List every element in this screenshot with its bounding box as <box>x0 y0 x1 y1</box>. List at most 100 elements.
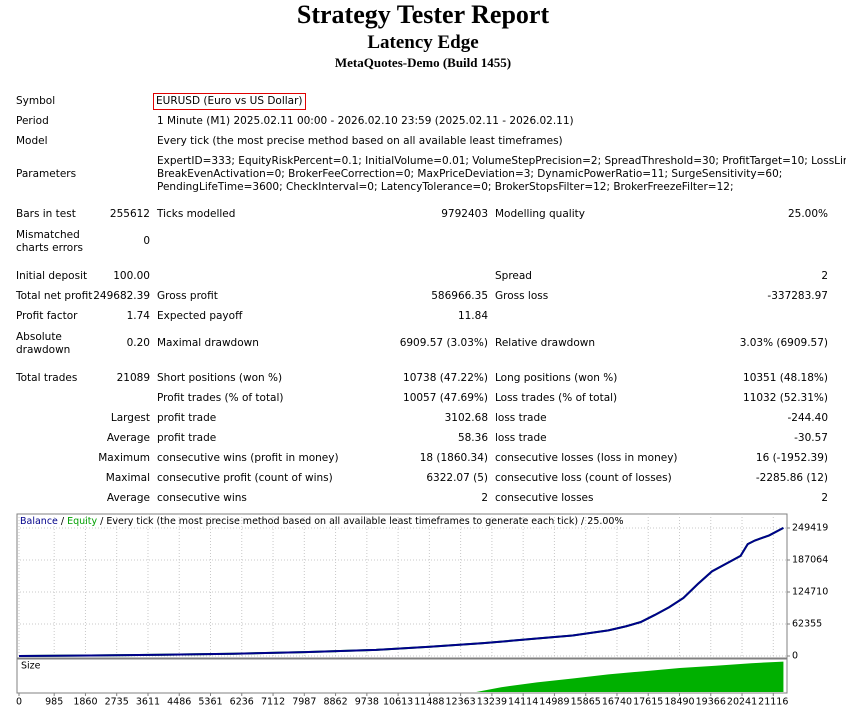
stat-value: 11.84 <box>457 310 488 322</box>
info-value: PendingLifeTime=3600; CheckInterval=0; L… <box>157 181 734 193</box>
info-label: Model <box>16 135 48 147</box>
stat-label: Expected payoff <box>157 310 243 322</box>
x-tick-label: 15865 <box>571 697 601 708</box>
stat-value: 255612 <box>109 208 150 220</box>
info-value: 1 Minute (M1) 2025.02.11 00:00 - 2026.02… <box>157 115 574 127</box>
stat-label: Gross loss <box>495 290 549 302</box>
title: Strategy Tester Report <box>296 0 550 29</box>
stat-value: 2 <box>481 492 488 504</box>
stat-label: consecutive loss (count of losses) <box>495 472 672 484</box>
stat-label: Relative drawdown <box>495 337 596 349</box>
x-tick-label: 0 <box>16 697 22 708</box>
info-label: Parameters <box>16 168 77 180</box>
stat-value: 10351 (48.18%) <box>743 372 828 384</box>
stat-value: 16 (-1952.39) <box>755 452 828 464</box>
stat-label: Total trades <box>16 372 78 384</box>
stat-value: -2285.86 (12) <box>755 472 828 484</box>
stat-value: Maximal <box>105 472 150 484</box>
x-tick-label: 1860 <box>73 697 97 708</box>
x-tick-label: 10613 <box>383 697 413 708</box>
x-tick-label: 9738 <box>355 697 379 708</box>
stat-value: 10738 (47.22%) <box>403 372 488 384</box>
stat-value: 2 <box>821 492 828 504</box>
x-tick-label: 20241 <box>727 697 757 708</box>
stat-label: loss trade <box>495 412 547 424</box>
stat-label: consecutive losses <box>495 492 594 504</box>
stat-value: Maximum <box>98 452 150 464</box>
x-tick-label: 6236 <box>230 697 254 708</box>
legend-note: / Every tick (the most precise method ba… <box>100 516 623 527</box>
stat-value: -30.57 <box>794 432 828 444</box>
info-value: Every tick (the most precise method base… <box>157 135 563 147</box>
stat-label: consecutive profit (count of wins) <box>157 472 333 484</box>
x-tick-label: 14989 <box>539 697 569 708</box>
info-label: Symbol <box>16 95 56 107</box>
stat-value: 0 <box>143 235 150 247</box>
x-tick-label: 17615 <box>633 697 663 708</box>
series-line <box>18 526 784 657</box>
stat-label: Absolute drawdown <box>16 331 71 356</box>
stat-label: Profit trades (% of total) <box>157 392 284 404</box>
x-tick-label: 985 <box>45 697 63 708</box>
stat-value: Largest <box>110 412 150 424</box>
stat-value: 6322.07 (5) <box>426 472 488 484</box>
stat-value: 58.36 <box>457 432 488 444</box>
stat-label: Spread <box>495 270 532 282</box>
stat-value: Average <box>106 492 150 504</box>
stat-value: 21089 <box>116 372 150 384</box>
stat-value: Average <box>106 432 150 444</box>
x-tick-label: 13239 <box>477 697 507 708</box>
stat-label: Maximal drawdown <box>157 337 259 349</box>
stat-value: 2 <box>821 270 828 282</box>
y-tick-label: 187064 <box>792 554 828 565</box>
info-value: ExpertID=333; EquityRiskPercent=0.1; Ini… <box>157 155 846 167</box>
y-tick-label: 249419 <box>792 522 828 533</box>
x-tick-label: 8862 <box>323 697 347 708</box>
stat-value: -337283.97 <box>767 290 828 302</box>
stat-label: profit trade <box>157 432 217 444</box>
legend-separator: / <box>61 516 65 527</box>
stat-label: Initial deposit <box>16 270 88 282</box>
x-tick-label: 2735 <box>105 697 129 708</box>
stat-value: 3.03% (6909.57) <box>739 337 828 349</box>
x-tick-label: 21116 <box>758 697 788 708</box>
legend-entry: Balance <box>20 516 58 527</box>
y-tick-label: 124710 <box>792 586 828 597</box>
stat-label: Loss trades (% of total) <box>495 392 618 404</box>
x-tick-label: 7112 <box>261 697 285 708</box>
x-tick-label: 5361 <box>198 697 222 708</box>
stat-label: loss trade <box>495 432 547 444</box>
stat-label: Modelling quality <box>495 208 585 220</box>
stat-value: 11032 (52.31%) <box>743 392 828 404</box>
stat-value: 6909.57 (3.03%) <box>399 337 488 349</box>
x-tick-label: 18490 <box>664 697 694 708</box>
y-tick-label: 0 <box>792 651 798 662</box>
x-tick-label: 7987 <box>292 697 316 708</box>
stat-value: 9792403 <box>441 208 488 220</box>
stat-label: Short positions (won %) <box>157 372 283 384</box>
stat-value: 10057 (47.69%) <box>403 392 488 404</box>
stat-label: profit trade <box>157 412 217 424</box>
stat-value: 100.00 <box>113 270 150 282</box>
server: MetaQuotes-Demo (Build 1455) <box>334 55 512 70</box>
x-tick-label: 11488 <box>414 697 444 708</box>
x-tick-label: 19366 <box>696 697 726 708</box>
stat-value: 25.00% <box>787 208 828 220</box>
stat-value: 0.20 <box>126 337 150 349</box>
stat-label: Total net profit <box>16 290 93 302</box>
stat-label: consecutive wins (profit in money) <box>157 452 339 464</box>
y-tick-label: 62355 <box>792 618 822 629</box>
subtitle: Latency Edge <box>367 32 479 53</box>
stat-label: Ticks modelled <box>157 208 236 220</box>
x-tick-label: 3611 <box>136 697 160 708</box>
stat-label: Mismatched charts errors <box>16 229 83 254</box>
info-value: BreakEvenActivation=0; BrokerFeeCorrecti… <box>157 168 783 180</box>
stat-value: 586966.35 <box>431 290 488 302</box>
info-value: EURUSD (Euro vs US Dollar) <box>153 93 306 110</box>
plot-frame <box>16 513 788 659</box>
x-tick-label: 12363 <box>446 697 476 708</box>
x-tick-label: 14114 <box>508 697 538 708</box>
stat-label: consecutive wins <box>157 492 247 504</box>
